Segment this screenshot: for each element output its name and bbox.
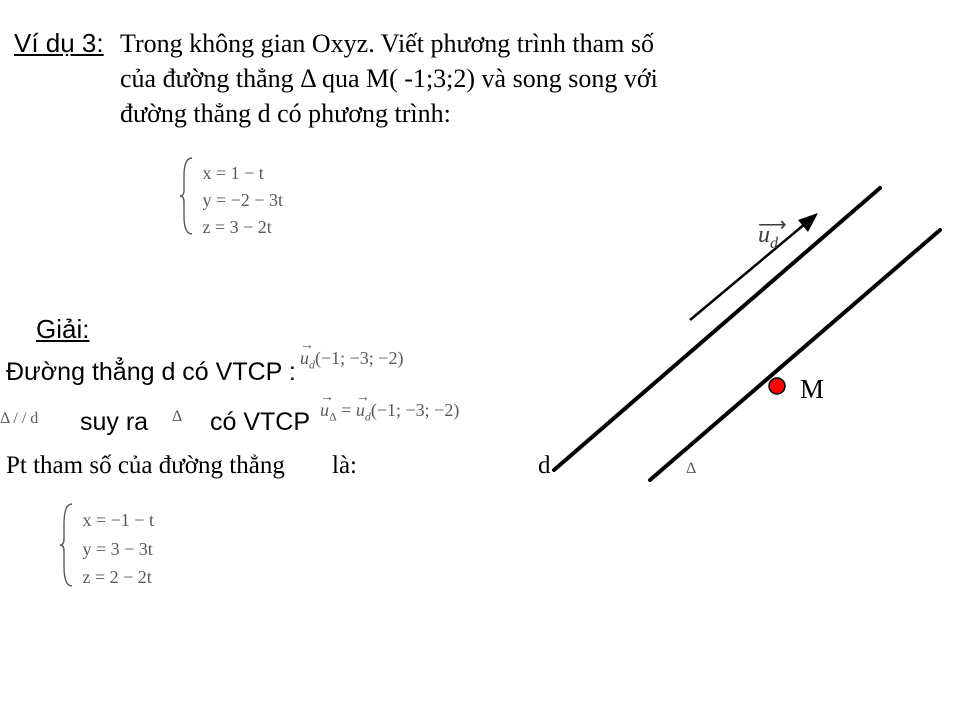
co-vtcp-text: có VTCP	[210, 408, 310, 437]
eq-d-x: x = 1 − t	[203, 160, 283, 187]
eq-delta-y: y = 3 − 3t	[83, 535, 154, 564]
la-text: là:	[332, 452, 357, 480]
suy-ra-text: suy ra	[80, 408, 148, 437]
parallel-note: Δ / / d	[0, 410, 38, 428]
eq-d-y: y = −2 − 3t	[203, 187, 283, 214]
example-label: Ví dụ 3:	[14, 28, 104, 59]
vector-udelta: →uΔ = →ud(−1; −3; −2)	[320, 400, 459, 425]
solution-label: Giải:	[36, 314, 89, 345]
diagram	[540, 170, 960, 500]
diagram-point-m	[769, 378, 785, 394]
delta-symbol: Δ	[172, 408, 182, 426]
diagram-line-d	[554, 188, 880, 470]
equation-system-delta: x = −1 − t y = 3 − 3t z = 2 − 2t	[60, 502, 154, 596]
ud-letter: u	[758, 222, 770, 248]
pt-tham-so-text: Pt tham số của đường thẳng	[6, 452, 285, 480]
equation-system-d: x = 1 − t y = −2 − 3t z = 3 − 2t	[180, 156, 283, 244]
ud-vector-label: ud	[758, 222, 778, 253]
ud-subscript: d	[770, 235, 778, 252]
vtcp-d-text: Đường thẳng d có VTCP :	[6, 358, 296, 387]
vector-ud: →ud(−1; −3; −2)	[300, 348, 403, 373]
point-m-label: M	[800, 374, 824, 405]
problem-statement: Trong không gian Oxyz. Viết phương trình…	[120, 26, 680, 131]
eq-delta-x: x = −1 − t	[83, 506, 154, 535]
slide: Ví dụ 3: Trong không gian Oxyz. Viết phư…	[0, 0, 960, 720]
eq-delta-z: z = 2 − 2t	[83, 563, 154, 592]
diagram-line-delta	[650, 230, 940, 480]
diagram-vector-arrow-head	[798, 213, 818, 232]
eq-d-z: z = 3 − 2t	[203, 214, 283, 241]
diagram-vector-arrow-line	[690, 218, 812, 320]
